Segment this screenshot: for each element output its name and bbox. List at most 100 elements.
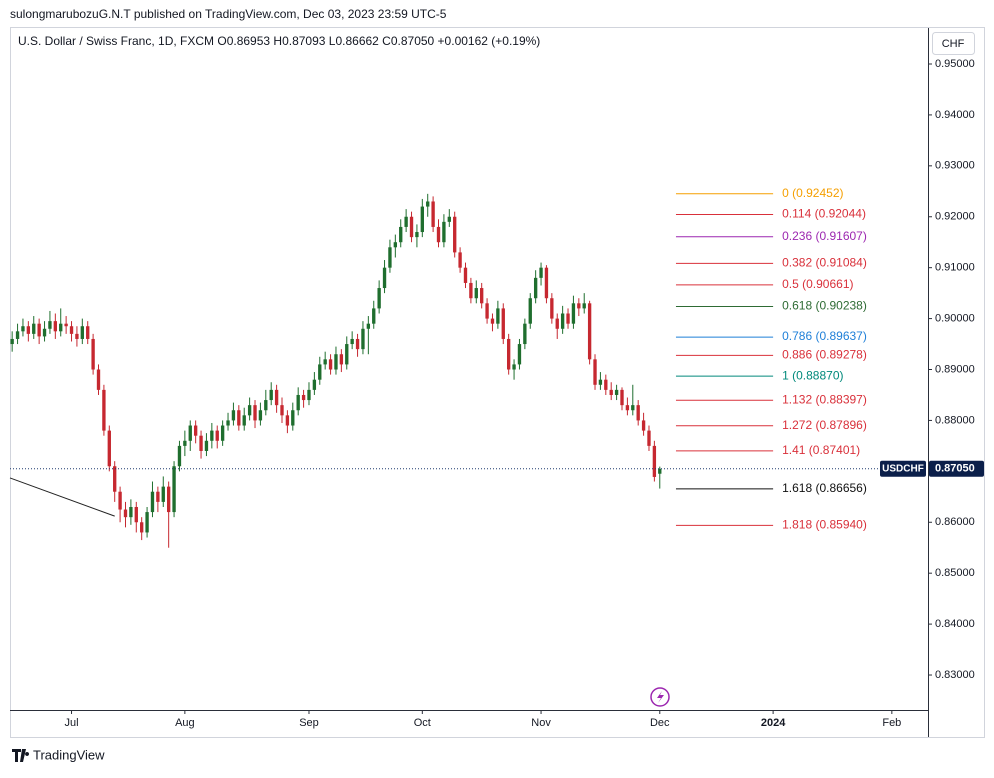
candle-body [15, 331, 20, 339]
candle-body [517, 344, 522, 365]
candle-body [323, 359, 327, 365]
candle-body [436, 226, 441, 243]
candle-body [598, 379, 603, 385]
price-tag [929, 460, 984, 477]
candle-body [156, 491, 160, 502]
candle-body [59, 323, 63, 332]
candle-body [161, 486, 165, 502]
fib-label: 0.5 (0.90661) [782, 277, 853, 291]
y-tick-label: 0.88000 [935, 414, 975, 426]
candle-body [388, 247, 392, 268]
tv-logo [12, 749, 30, 762]
x-tick-label: Feb [882, 717, 901, 729]
candle-body [129, 506, 133, 518]
candle-body [426, 201, 430, 207]
candle-body [533, 277, 538, 299]
events-icon[interactable] [650, 687, 670, 707]
candle-body [328, 359, 333, 370]
candle-body [26, 326, 31, 334]
x-tick-label: Jul [64, 717, 78, 729]
candle-body [37, 323, 41, 337]
currency-box[interactable] [932, 32, 975, 55]
candle-body [166, 486, 171, 513]
fib-label: 1.41 (0.87401) [782, 443, 860, 457]
y-tick-label: 0.91000 [935, 262, 975, 274]
y-tick-label: 0.94000 [935, 109, 975, 121]
candle-body [361, 328, 365, 350]
candle-body [237, 410, 241, 426]
candle-body [658, 468, 662, 474]
candle-body [404, 216, 408, 227]
candle-body [453, 216, 457, 253]
y-tick-label: 0.83000 [935, 669, 975, 681]
candle-body [393, 242, 398, 248]
candle-body [204, 440, 209, 451]
candle-body [544, 267, 549, 299]
candle-body [242, 415, 246, 426]
fib-label: 1.132 (0.88397) [782, 392, 867, 406]
candle-body [193, 425, 198, 436]
candle-body [42, 328, 47, 337]
candle-body [350, 338, 354, 345]
candle-body [339, 354, 344, 365]
symbol-tag [880, 460, 926, 477]
x-tick-label: Sep [299, 717, 319, 729]
candle-body [480, 288, 484, 304]
candle-body [274, 389, 279, 406]
candle-body [604, 379, 608, 390]
candle-body [69, 326, 74, 334]
published-note: sulongmarubozuG.N.T published on Trading… [10, 7, 447, 21]
fib-label: 1.818 (0.85940) [782, 517, 867, 531]
candle-body [285, 415, 290, 426]
candle-body [188, 425, 192, 441]
fib-label: 1 (0.88870) [782, 368, 843, 382]
candle-body [199, 435, 203, 451]
candle-body [415, 232, 419, 238]
footer-brand: TradingView [33, 747, 105, 762]
candle-body [566, 313, 570, 324]
symbol-legend: U.S. Dollar / Swiss Franc, 1D, FXCM O0.8… [18, 34, 540, 48]
candle-body [32, 323, 36, 334]
chart-frame [10, 27, 985, 738]
y-tick-label: 0.92000 [935, 211, 975, 223]
candle-body [614, 389, 619, 395]
candle-body [582, 303, 586, 309]
candle-body [355, 338, 360, 350]
candle-body [620, 389, 624, 406]
candle-body [490, 318, 495, 324]
candle-body [140, 522, 144, 533]
fib-label: 0.618 (0.90238) [782, 299, 867, 313]
fib-label: 1.618 (0.86656) [782, 481, 867, 495]
candle-body [53, 321, 58, 332]
candle-body [183, 440, 187, 446]
symbol-tag-label: USDCHF [882, 463, 924, 474]
y-tick-label: 0.89000 [935, 363, 975, 375]
candle-body [431, 201, 435, 227]
candle-body [172, 466, 176, 513]
candle-body [609, 389, 613, 395]
candle-body [226, 420, 230, 426]
candle-body [247, 405, 252, 416]
candle-body [501, 308, 505, 339]
candle-body [107, 430, 111, 467]
candle-body [512, 364, 516, 370]
candle-body [560, 313, 565, 329]
candle-body [91, 338, 95, 370]
candle-body [318, 364, 322, 380]
candle-body [555, 318, 559, 329]
x-tick-label: Dec [650, 717, 670, 729]
candle-body [280, 405, 284, 416]
candle-body [253, 405, 257, 421]
candle-body [366, 323, 371, 329]
candle-body [372, 308, 376, 324]
candle-body [10, 338, 14, 345]
candle-body [118, 491, 122, 510]
candle-body [345, 344, 349, 365]
candle-body [334, 354, 338, 370]
candle-body [269, 389, 273, 401]
y-tick-label: 0.95000 [935, 58, 975, 70]
currency: CHF [942, 38, 965, 50]
candle-body [399, 226, 403, 243]
